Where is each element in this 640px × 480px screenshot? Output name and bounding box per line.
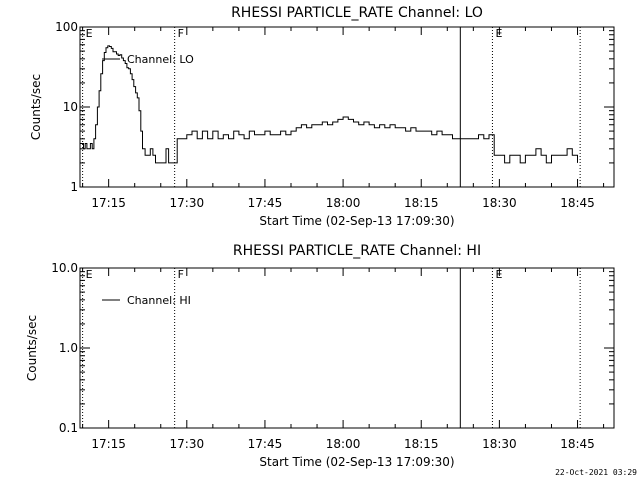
x-tick-label: 17:15 [91, 196, 126, 210]
y-tick-label: 10 [63, 100, 78, 114]
x-tick-label: 17:30 [170, 196, 205, 210]
y-tick-label: 1 [70, 180, 78, 194]
y-tick-label: 0.1 [59, 421, 78, 435]
x-tick-label: 18:00 [326, 437, 361, 451]
marker-label: E [86, 27, 93, 40]
x-tick-label: 17:45 [248, 437, 283, 451]
chart-title-1: RHESSI PARTICLE_RATE Channel: LO [231, 5, 483, 21]
x-tick-label: 17:15 [91, 437, 126, 451]
y-axis-label-1: Counts/sec [29, 74, 43, 140]
x-tick-label: 18:45 [560, 196, 595, 210]
x-tick-label: 18:45 [560, 437, 595, 451]
marker-label: F [178, 268, 184, 281]
y-tick-label: 1.0 [59, 341, 78, 355]
x-tick-label: 18:30 [482, 196, 517, 210]
y-tick-label: 100 [55, 20, 78, 34]
chart-title-2: RHESSI PARTICLE_RATE Channel: HI [233, 243, 481, 259]
x-tick-label: 18:15 [404, 196, 439, 210]
marker-label: E [86, 268, 93, 281]
footer-timestamp: 22-Oct-2021 03:29 [555, 468, 637, 477]
y-axis-label-2: Counts/sec [25, 315, 39, 381]
series-line-1 [80, 45, 578, 164]
y-tick-label: 10.0 [51, 261, 78, 275]
x-axis-label-1: Start Time (02-Sep-13 17:09:30) [259, 214, 454, 228]
marker-label: E [495, 268, 502, 281]
x-tick-label: 18:00 [326, 196, 361, 210]
marker-label: F [178, 27, 184, 40]
x-axis-label-2: Start Time (02-Sep-13 17:09:30) [259, 455, 454, 469]
plot-frame-2 [79, 267, 615, 429]
x-tick-label: 17:30 [170, 437, 205, 451]
x-tick-label: 17:45 [248, 196, 283, 210]
legend-label: Channel: LO [127, 53, 194, 66]
legend-label: Channel: HI [127, 294, 191, 307]
x-tick-label: 18:30 [482, 437, 517, 451]
marker-label: E [495, 27, 502, 40]
x-tick-label: 18:15 [404, 437, 439, 451]
